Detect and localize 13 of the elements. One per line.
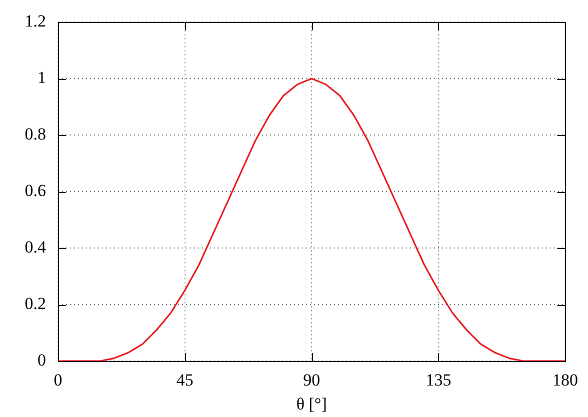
- y-tick-label: 1: [38, 68, 46, 88]
- y-tick-label: 0.6: [24, 181, 46, 200]
- y-tick-label: 0.2: [24, 294, 46, 313]
- y-tick-label: 0.4: [24, 238, 46, 257]
- y-tick-label: 0: [38, 350, 46, 370]
- y-tick-label: 1.2: [24, 12, 46, 31]
- x-tick-label: 0: [54, 370, 62, 390]
- x-axis-title: θ [°]: [296, 394, 327, 414]
- x-tick-label: 45: [176, 370, 194, 390]
- y-tick-label: 0.8: [24, 124, 46, 144]
- x-tick-label: 180: [552, 370, 578, 390]
- x-tick-label: 90: [303, 370, 320, 390]
- x-tick-label: 135: [426, 370, 452, 390]
